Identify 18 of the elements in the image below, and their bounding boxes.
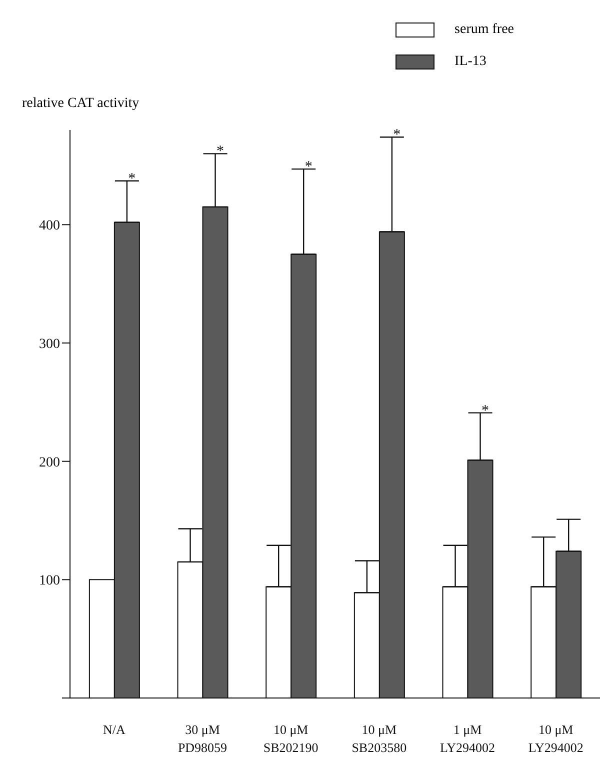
- y-axis-title: relative CAT activity: [22, 96, 140, 112]
- y-tick-label: 300: [39, 336, 60, 352]
- x-tick-label: 10 μM LY294002: [528, 722, 584, 755]
- x-tick-label: N/A: [102, 722, 126, 737]
- annotation: *: [216, 144, 224, 160]
- annotation: *: [482, 402, 489, 419]
- annotation: *: [128, 170, 136, 187]
- x-tick-label: 10 μM SB202190: [263, 722, 318, 755]
- y-tick-label: 100: [39, 574, 60, 589]
- annotation: *: [393, 127, 401, 144]
- annotation: *: [304, 159, 312, 176]
- x-tick-label: 30 μM PD98059: [178, 722, 228, 755]
- y-tick-label: 400: [39, 218, 60, 234]
- x-tick-label: 10 μM SB203580: [352, 722, 407, 755]
- x-tick-label: 1 μM LY294002: [440, 722, 496, 755]
- legend-label: IL-13: [454, 54, 486, 70]
- legend-label: serum free: [454, 22, 514, 38]
- y-tick-label: 200: [39, 455, 60, 470]
